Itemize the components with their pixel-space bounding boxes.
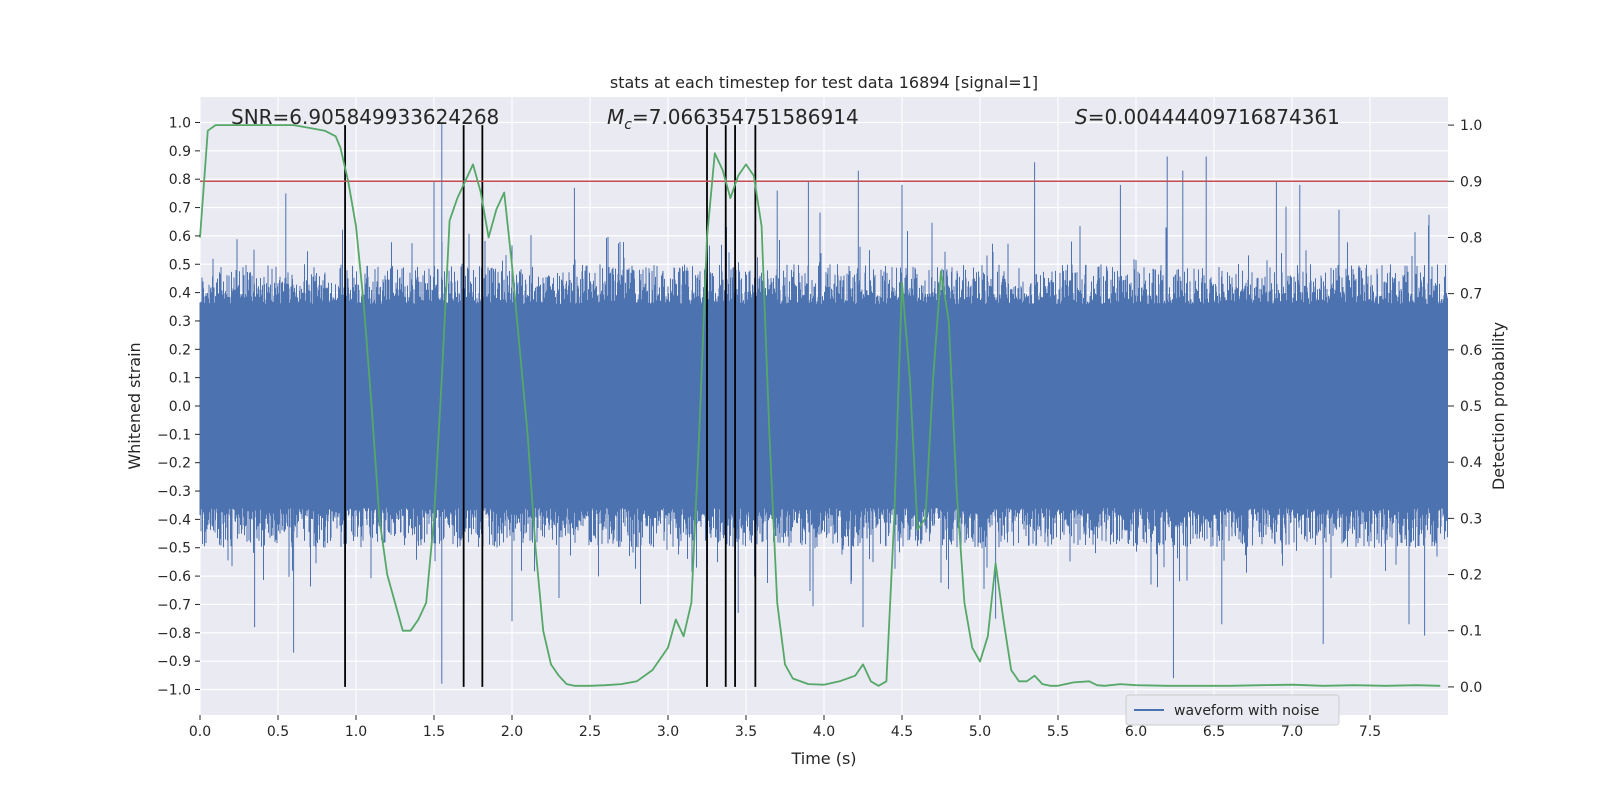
y-tick-label: −0.4 (157, 512, 191, 528)
y-axis-label: Whitened strain (125, 342, 144, 469)
x-tick-label: 7.5 (1359, 724, 1381, 740)
y-tick-label: −0.2 (157, 456, 191, 472)
x-axis-ticks: 0.0 0.5 1.0 1.5 2.0 2.5 3.0 3.5 4.0 4.5 5.0 5.5 6.0 6… (189, 715, 1381, 740)
x-tick-label: 7.0 (1281, 724, 1303, 740)
x-tick-label: 5.5 (1047, 724, 1069, 740)
y-tick-label: 0.8 (169, 172, 191, 188)
y2-tick-label: 1.0 (1460, 118, 1482, 134)
y-tick-label: −0.8 (157, 626, 191, 642)
y-tick-label: 0.3 (169, 314, 191, 330)
x-tick-label: 5.0 (969, 724, 991, 740)
event-lines (344, 125, 757, 687)
y-tick-label: 0.9 (169, 144, 191, 160)
y-tick-label: −0.7 (157, 597, 191, 613)
y-tick-label: −1.0 (157, 682, 191, 698)
chirp-mass-value: =7.066354751586914 (632, 105, 859, 129)
s-value: =0.00444409716874361 (1088, 105, 1340, 129)
legend: waveform with noise (1125, 694, 1340, 726)
s-annotation: S=0.00444409716874361 (1075, 105, 1340, 129)
x-tick-label: 2.0 (501, 724, 523, 740)
y-tick-label: 0.5 (169, 257, 191, 273)
chart-title: stats at each timestep for test data 168… (610, 73, 1038, 92)
y-tick-label: −0.1 (157, 427, 191, 443)
x-tick-label: 4.0 (813, 724, 835, 740)
detection-probability-line (199, 124, 1441, 687)
waveform-trace (199, 122, 1448, 684)
waveform-series (199, 122, 1448, 684)
legend-box (1125, 694, 1340, 726)
x-tick-label: 6.5 (1203, 724, 1225, 740)
y2-tick-label: 0.6 (1460, 343, 1482, 359)
x-axis-label: Time (s) (790, 749, 856, 768)
chirp-mass-symbol: M (607, 105, 624, 129)
x-tick-label: 0.0 (189, 724, 211, 740)
s-symbol: S (1075, 105, 1088, 129)
y2-tick-label: 0.9 (1460, 174, 1482, 190)
x-tick-label: 3.0 (657, 724, 679, 740)
x-tick-label: 0.5 (267, 724, 289, 740)
y-tick-label: 0.0 (169, 399, 191, 415)
x-tick-label: 4.5 (891, 724, 913, 740)
x-tick-label: 3.5 (735, 724, 757, 740)
y2-tick-label: 0.7 (1460, 287, 1482, 303)
y-tick-label: 0.7 (169, 201, 191, 217)
y-tick-label: 0.2 (169, 342, 191, 358)
y2-axis-label: Detection probability (1489, 322, 1508, 490)
y-tick-label: 0.4 (169, 286, 191, 302)
x-tick-label: 1.0 (345, 724, 367, 740)
y-tick-label: −0.3 (157, 484, 191, 500)
y2-tick-label: 0.0 (1460, 680, 1482, 696)
y2-tick-label: 0.2 (1460, 568, 1482, 584)
chirp-mass-subscript: c (624, 117, 632, 133)
y2-tick-label: 0.1 (1460, 624, 1482, 640)
y-tick-label: 0.1 (169, 371, 191, 387)
y2-axis-ticks: 0.0 0.1 0.2 0.3 0.4 0.5 0.6 0.7 0.8 0.9 1.0 (1448, 118, 1482, 696)
y-tick-label: −0.9 (157, 654, 191, 670)
y-tick-label: −0.6 (157, 569, 191, 585)
y-tick-label: −0.5 (157, 541, 191, 557)
legend-label: waveform with noise (1174, 703, 1319, 719)
snr-annotation: SNR=6.905849933624268 (231, 105, 499, 129)
y2-tick-label: 0.4 (1460, 455, 1482, 471)
x-tick-label: 1.5 (423, 724, 445, 740)
y2-tick-label: 0.8 (1460, 230, 1482, 246)
y-tick-label: 0.6 (169, 229, 191, 245)
y-tick-label: 1.0 (169, 116, 191, 132)
y2-tick-label: 0.3 (1460, 511, 1482, 527)
chirp-mass-annotation: Mc=7.066354751586914 (607, 105, 859, 133)
y2-tick-label: 0.5 (1460, 399, 1482, 415)
x-tick-label: 2.5 (579, 724, 601, 740)
x-tick-label: 6.0 (1125, 724, 1147, 740)
y-axis-ticks: −1.0 −0.9 −0.8 −0.7 −0.6 −0.5 −0.4 −0.3 −0.2 −0.1… (157, 116, 200, 698)
